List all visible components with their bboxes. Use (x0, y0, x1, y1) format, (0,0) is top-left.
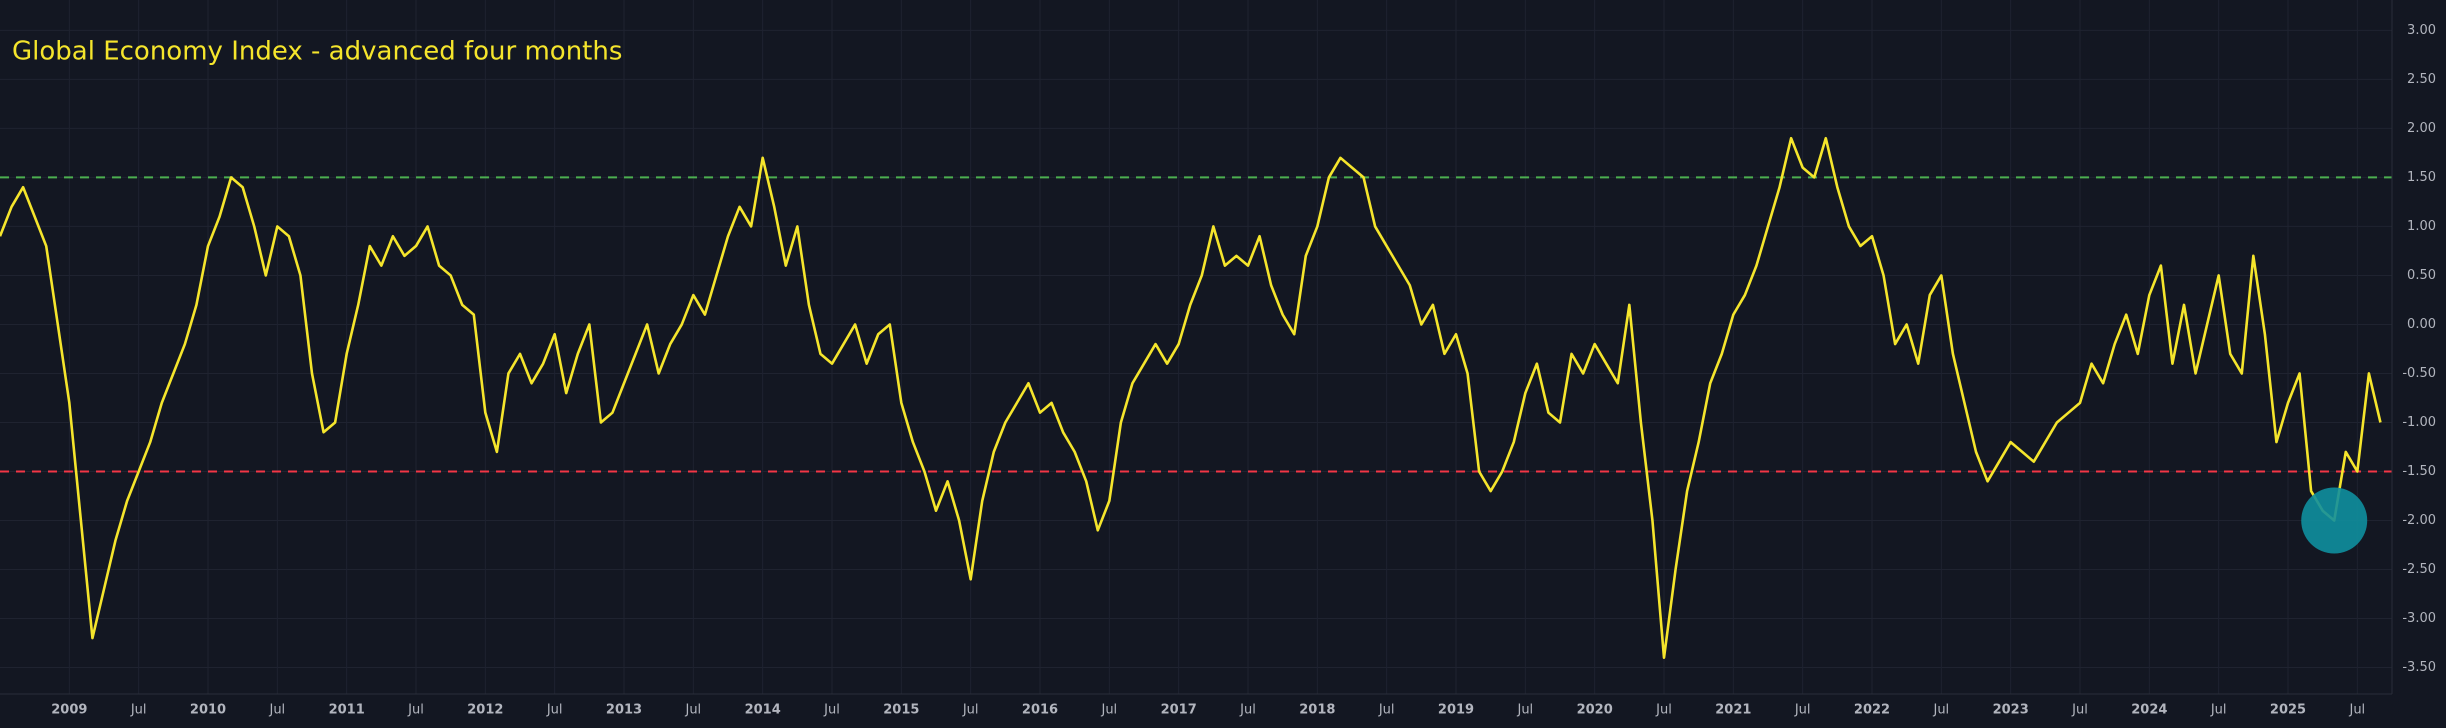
x-tick-label: 2009 (51, 703, 87, 718)
x-tick-label: Jul (1655, 703, 1672, 718)
x-tick-label: 2020 (1577, 703, 1613, 718)
y-tick-label: -1.00 (2402, 415, 2436, 430)
x-tick-label: Jul (2348, 703, 2365, 718)
y-tick-label: 0.50 (2407, 268, 2436, 283)
x-tick-label: Jul (1516, 703, 1533, 718)
x-tick-label: Jul (684, 703, 701, 718)
x-tick-label: Jul (1239, 703, 1256, 718)
x-tick-label: 2022 (1854, 703, 1890, 718)
y-tick-label: -2.00 (2402, 513, 2436, 528)
x-tick-label: Jul (1378, 703, 1395, 718)
x-tick-label: Jul (2071, 703, 2088, 718)
y-tick-label: 3.00 (2407, 23, 2436, 38)
x-tick-label: 2015 (883, 703, 919, 718)
x-tick-label: Jul (2210, 703, 2227, 718)
x-tick-label: Jul (1794, 703, 1811, 718)
x-tick-label: 2010 (190, 703, 226, 718)
y-tick-label: -2.50 (2402, 562, 2436, 577)
x-tick-label: Jul (546, 703, 563, 718)
x-tick-label: 2018 (1299, 703, 1335, 718)
x-tick-label: 2021 (1715, 703, 1751, 718)
y-tick-label: -1.50 (2402, 464, 2436, 479)
x-tick-label: Jul (823, 703, 840, 718)
plot (0, 136, 2392, 660)
x-tick-label: Jul (268, 703, 285, 718)
highlight-marker (2301, 487, 2368, 554)
y-tick-label: -0.50 (2402, 366, 2436, 381)
x-tick-label: 2019 (1438, 703, 1474, 718)
x-tick-label: 2013 (606, 703, 642, 718)
x-tick-label: Jul (1932, 703, 1949, 718)
x-tick-label: 2023 (1993, 703, 2029, 718)
data-line (0, 136, 2382, 660)
x-tick-label: 2016 (1022, 703, 1058, 718)
x-tick-label: 2011 (329, 703, 365, 718)
y-tick-label: 1.00 (2407, 219, 2436, 234)
x-tick-label: 2017 (1161, 703, 1197, 718)
y-tick-label: 2.50 (2407, 72, 2436, 87)
axes: 3.00 2.50 2.00 1.50 1.00 0.50 0.00 -0.50 -1.00 -1… (51, 23, 2436, 718)
grid (0, 0, 2392, 694)
x-tick-label: 2014 (745, 703, 781, 718)
x-tick-label: 2012 (467, 703, 503, 718)
y-tick-label: 0.00 (2407, 317, 2436, 332)
x-tick-label: Jul (407, 703, 424, 718)
x-tick-label: 2025 (2270, 703, 2306, 718)
x-tick-label: Jul (130, 703, 147, 718)
x-tick-label: 2024 (2131, 703, 2167, 718)
y-tick-label: 2.00 (2407, 121, 2436, 136)
x-tick-label: Jul (1100, 703, 1117, 718)
x-tick-label: Jul (962, 703, 979, 718)
chart-title: Global Economy Index - advanced four mon… (12, 37, 622, 67)
y-tick-label: -3.50 (2402, 660, 2436, 675)
y-tick-label: -3.00 (2402, 611, 2436, 626)
y-tick-label: 1.50 (2407, 170, 2436, 185)
